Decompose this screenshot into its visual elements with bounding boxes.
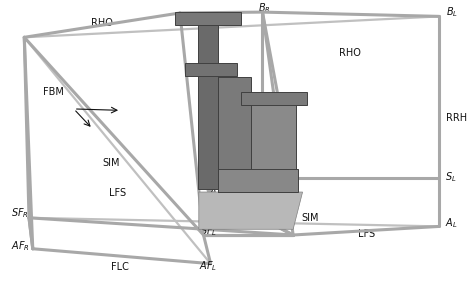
Text: FLC: FLC bbox=[110, 262, 128, 272]
Text: $A_L$: $A_L$ bbox=[445, 216, 457, 230]
Text: $SF_R$: $SF_R$ bbox=[11, 206, 29, 220]
Text: $B_R$: $B_R$ bbox=[257, 1, 270, 15]
Text: $SF_L$: $SF_L$ bbox=[200, 225, 217, 239]
Text: RRH: RRH bbox=[447, 113, 467, 122]
Polygon shape bbox=[241, 92, 307, 105]
Text: LFS: LFS bbox=[109, 188, 126, 197]
Text: $A_R$: $A_R$ bbox=[209, 185, 222, 199]
Polygon shape bbox=[198, 12, 218, 189]
Text: $S_L$: $S_L$ bbox=[445, 170, 456, 184]
Text: RRH: RRH bbox=[214, 104, 235, 114]
Text: SIM: SIM bbox=[103, 158, 120, 168]
Text: RHO: RHO bbox=[91, 18, 113, 28]
Text: LFS: LFS bbox=[358, 229, 375, 239]
Text: $AF_L$: $AF_L$ bbox=[199, 260, 217, 273]
Text: SIM: SIM bbox=[301, 213, 319, 223]
Text: $AF_R$: $AF_R$ bbox=[11, 240, 30, 253]
Polygon shape bbox=[218, 169, 298, 192]
Polygon shape bbox=[251, 103, 295, 192]
Polygon shape bbox=[218, 77, 251, 192]
Polygon shape bbox=[175, 12, 241, 25]
Text: $B_L$: $B_L$ bbox=[447, 5, 458, 19]
Polygon shape bbox=[199, 192, 302, 229]
Text: RHO: RHO bbox=[339, 48, 361, 58]
Text: $S_R$: $S_R$ bbox=[222, 154, 234, 167]
Polygon shape bbox=[185, 63, 237, 76]
Text: FBM: FBM bbox=[43, 87, 64, 97]
